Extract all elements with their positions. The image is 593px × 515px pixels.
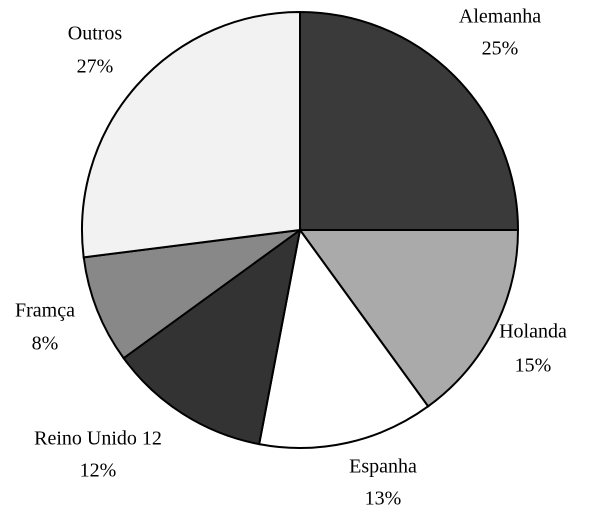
slice-label: Holanda (499, 321, 567, 343)
slice-label: Reino Unido 12 (34, 428, 162, 450)
pie-slice (122, 227, 302, 446)
slice-value-label: 15% (515, 355, 552, 377)
slice-value-label: 13% (365, 488, 402, 510)
pie-slice (82, 229, 301, 360)
slice-value-label: 8% (32, 333, 59, 355)
slice-value-label: 25% (482, 38, 519, 60)
pie-slice (298, 229, 520, 408)
slice-label: Alemanha (459, 6, 541, 28)
slice-value-label: 27% (77, 56, 114, 78)
slice-label: Outros (68, 23, 123, 45)
pie-slice (299, 10, 520, 231)
pie-slice (81, 10, 301, 259)
slice-label: Framça (15, 300, 75, 322)
slice-label: Espanha (349, 456, 417, 478)
pie-slice (257, 227, 430, 449)
slice-value-label: 12% (80, 460, 117, 482)
